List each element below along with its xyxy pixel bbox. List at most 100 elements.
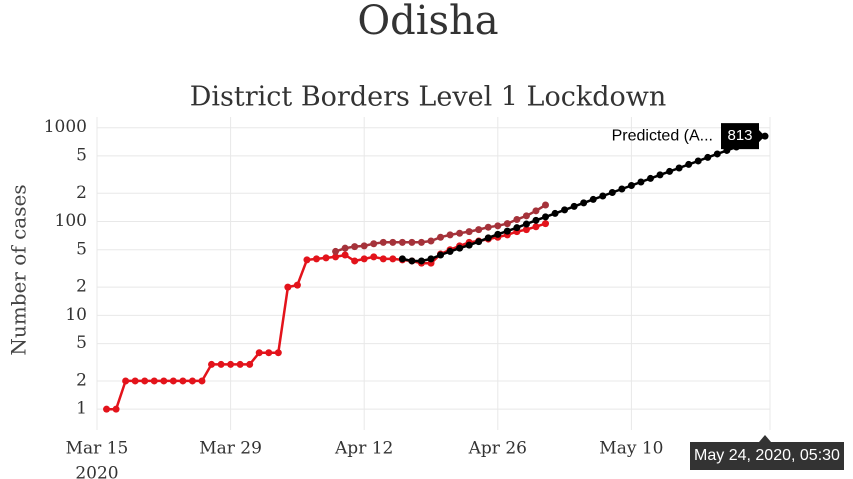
series-point (274, 349, 282, 357)
series-point (446, 247, 454, 255)
series-point (179, 377, 187, 385)
series-line (402, 134, 766, 263)
series-point (398, 255, 406, 263)
x-tick-label: Mar 15 (66, 439, 129, 459)
series-point (341, 244, 349, 252)
series-point (532, 207, 540, 215)
series-point (160, 377, 168, 385)
series-point (141, 377, 149, 385)
series-point (522, 212, 530, 220)
x-tick-year: 2020 (75, 464, 118, 479)
series-point (112, 405, 120, 413)
y-tick-label: 2 (76, 183, 87, 203)
chart-subtitle: District Borders Level 1 Lockdown (190, 82, 667, 113)
y-tick-label: 2 (76, 370, 87, 390)
series-point (494, 222, 502, 230)
x-tick-label: Apr 26 (468, 439, 527, 459)
series-point (332, 253, 340, 261)
series-point (513, 224, 521, 232)
series-point (122, 377, 130, 385)
series-point (408, 257, 416, 265)
series-point (227, 360, 235, 368)
series-point (685, 160, 693, 168)
hover-arrow (759, 435, 771, 442)
x-tick-label: Apr 12 (334, 439, 393, 459)
series-point (599, 192, 607, 200)
series-point (198, 377, 206, 385)
series-point (417, 238, 425, 246)
series-point (360, 255, 368, 263)
y-tick-label: 1000 (44, 117, 87, 137)
y-tick-label: 5 (76, 239, 87, 259)
series-point (389, 238, 397, 246)
series-point (437, 233, 445, 241)
y-tick-label: 5 (76, 333, 87, 353)
series-point (484, 234, 492, 242)
chart-title: Odisha (357, 0, 498, 44)
series-point (637, 178, 645, 186)
series-point (532, 223, 540, 231)
series-point (341, 251, 349, 259)
series-point (208, 360, 216, 368)
series-point (475, 226, 483, 234)
series-point (389, 255, 397, 263)
series-point (542, 201, 550, 209)
series-point (551, 209, 559, 217)
series-point (246, 360, 254, 368)
y-tick-label: 1 (76, 399, 87, 419)
series-point (522, 226, 530, 234)
series-point (627, 182, 635, 190)
y-tick-label: 2 (76, 277, 87, 297)
series-point (484, 223, 492, 231)
series-point (589, 195, 597, 203)
series-point (522, 220, 530, 228)
series-point (542, 213, 550, 221)
series-point (618, 185, 626, 193)
series-point (465, 241, 473, 249)
series-point (332, 247, 340, 255)
series-point (427, 255, 435, 263)
series-point (656, 171, 664, 179)
series-point (379, 238, 387, 246)
series-point (303, 256, 311, 264)
series-point (456, 244, 464, 252)
y-tick-label: 5 (76, 145, 87, 165)
series-point (704, 153, 712, 161)
series-point (351, 257, 359, 265)
series-point (513, 216, 521, 224)
series-point (417, 257, 425, 265)
series-point (255, 349, 263, 357)
series-point (542, 220, 550, 228)
series-point (713, 150, 721, 158)
series-point (608, 188, 616, 196)
tooltip-name: Predicted (A... (612, 127, 713, 144)
series-point (465, 228, 473, 236)
series-point (188, 377, 196, 385)
series-point (370, 253, 378, 261)
hover-date-box (690, 442, 844, 470)
series-point (561, 206, 569, 214)
tooltip-box (721, 123, 759, 150)
series-point (503, 227, 511, 235)
series-point (408, 238, 416, 246)
series-point (351, 243, 359, 251)
series-point (312, 255, 320, 263)
series-point (379, 255, 387, 263)
series-point (456, 229, 464, 237)
series-point (398, 238, 406, 246)
series-point (494, 230, 502, 238)
series-point (265, 349, 273, 357)
series-point (694, 157, 702, 165)
series-point (103, 405, 111, 413)
series-point (437, 251, 445, 259)
series-point (150, 377, 158, 385)
tooltip-arrow (759, 130, 765, 143)
series-point (646, 174, 654, 182)
series-point (236, 360, 244, 368)
series-point (131, 377, 139, 385)
series-point (570, 202, 578, 210)
y-tick-label: 10 (65, 305, 87, 325)
hover-date: May 24, 2020, 05:30 (694, 447, 840, 464)
x-tick-label: May 10 (599, 439, 663, 459)
y-axis-label: Number of cases (7, 184, 31, 355)
